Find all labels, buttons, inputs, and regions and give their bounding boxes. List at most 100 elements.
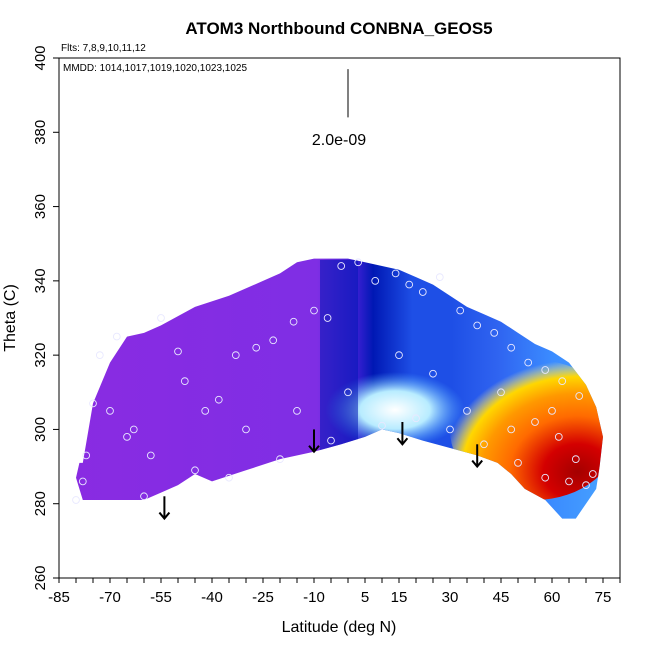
sample-point [140,492,148,501]
sample-point [231,351,240,359]
sample-point [191,466,199,475]
y-tick-label: 320 [32,343,49,368]
y-axis-label: Theta (C) [2,284,19,352]
sample-point [201,407,210,415]
sample-point [463,407,471,415]
sample-point [582,481,590,489]
sample-point [429,369,437,378]
sample-point [435,273,444,281]
x-tick-label: -10 [303,589,325,606]
sample-point [480,440,488,449]
sample-point [129,425,138,434]
y-tick-label: 400 [32,45,49,70]
y-axis: 260 280 300 320 340 360 380 400 [32,45,59,591]
sample-point [378,421,386,430]
sample-point [541,473,550,482]
sample-point [337,262,346,270]
sample-point [354,258,363,267]
sample-point [395,351,403,359]
sample-point [412,414,420,423]
sample-point [214,395,223,404]
sample-point [371,277,380,285]
sample-point [405,280,414,289]
light-region [325,372,465,448]
plot-frame [58,57,621,579]
arrows [158,422,483,521]
deep-blue-band [320,260,358,460]
sample-point [323,314,332,322]
flights-note: Flts: 7,8,9,10,11,12 [61,43,146,54]
sample-point [588,470,597,478]
sample-point [558,377,567,385]
sample-point [548,407,556,415]
x-tick-label: 75 [595,589,612,606]
x-tick-label: -40 [201,589,223,606]
sample-point [252,343,261,352]
sample-point [106,407,114,415]
x-tick-label: 15 [391,589,408,606]
sample-point [293,407,301,415]
sample-point [269,336,278,345]
x-tick-label: -70 [99,589,121,606]
sample-point [123,433,131,441]
sample-point [72,496,80,504]
sample-point [446,425,454,434]
dates-note: MMDD: 1014,1017,1019,1020,1023,1025 [63,63,247,74]
sample-point [276,455,284,463]
arrow-head [396,437,409,446]
x-tick-label: -25 [252,589,274,606]
sample-point [565,477,573,486]
x-tick-label: 60 [544,589,561,606]
y-tick-label: 380 [32,120,49,145]
x-tick-label: -85 [48,589,70,606]
x-tick-label: 5 [361,589,369,606]
hot-region [450,360,603,500]
sample-point [531,418,539,426]
sample-point [78,477,87,486]
x-tick-label: 30 [442,589,459,606]
sample-point [497,388,505,397]
sample-point [146,451,155,460]
sample-point [575,392,584,400]
x-axis-label: Latitude (deg N) [282,619,397,636]
sample-point [418,288,427,296]
sample-point [541,366,550,374]
sample-point [180,377,189,385]
sample-point [490,329,499,337]
sample-point [310,306,318,315]
sample-point [456,306,465,315]
y-tick-label: 260 [32,565,49,590]
sample-point [473,321,482,330]
sample-point [225,473,233,482]
sample-point [514,459,522,467]
scale-bar-label: 2.0e-09 [312,132,366,149]
sample-point [507,343,516,352]
sample-point [524,358,533,367]
y-tick-label: 300 [32,417,49,442]
y-tick-label: 280 [32,491,49,516]
sample-point [327,436,335,445]
sample-point [95,351,104,359]
chart-title: ATOM3 Northbound CONBNA_GEOS5 [185,19,492,38]
sample-point [391,269,400,278]
sample-point [571,455,580,463]
x-axis: -85 -70 -55 -40 -25 -10 5 15 30 45 60 75 [48,578,621,606]
sample-point [82,451,91,460]
arrow-head [158,511,171,521]
sample-point [507,425,516,434]
sample-point [344,388,352,397]
x-tick-label: 45 [493,589,510,606]
arrow-head [471,459,483,469]
x-tick-label: -55 [150,589,172,606]
y-tick-label: 360 [32,194,49,219]
sample-point [89,399,97,408]
arrow-head [308,445,320,454]
sample-point [174,347,182,356]
sample-point [289,317,298,326]
sample-point [242,425,250,434]
sample-point [112,332,121,341]
sample-point [554,433,563,441]
y-tick-label: 340 [32,268,49,293]
sample-point [157,314,165,322]
